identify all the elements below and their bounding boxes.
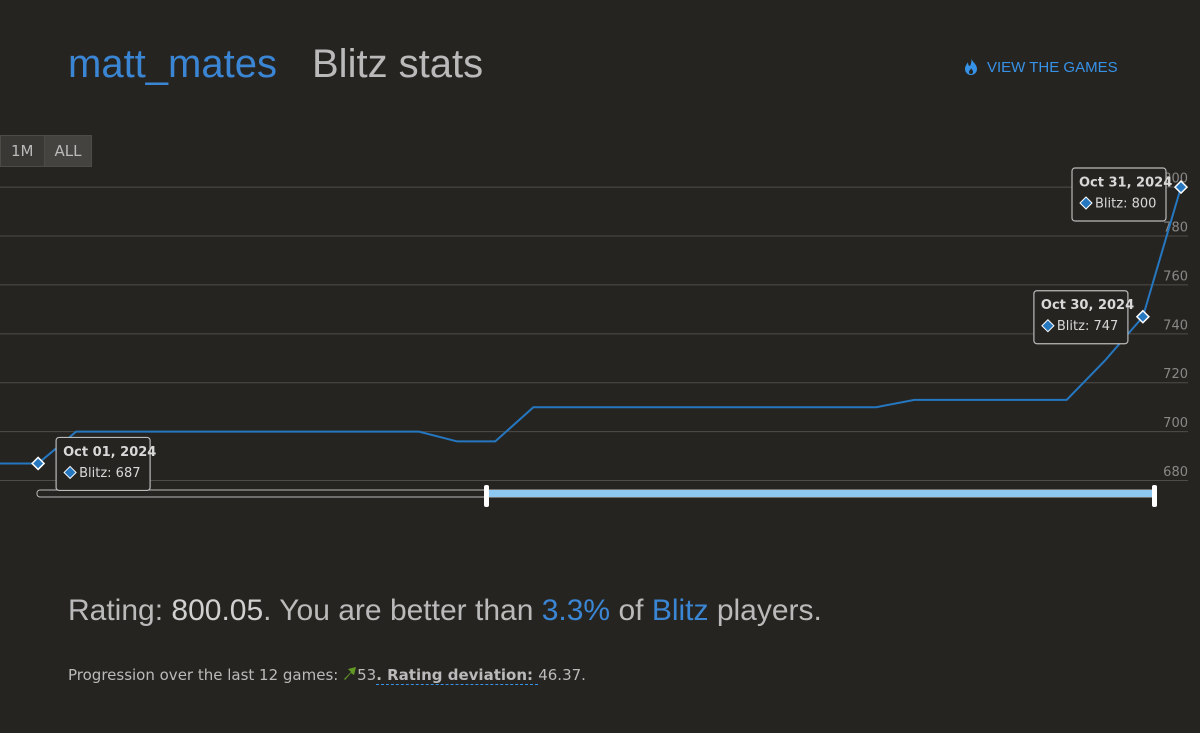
tooltip-box xyxy=(1071,167,1167,222)
page-title: Blitz stats xyxy=(312,42,484,86)
tooltip-value: Blitz: 800 xyxy=(1095,197,1156,212)
view-games-link[interactable]: VIEW THE GAMES xyxy=(963,58,1118,76)
progression-text: Progression over the last 12 games: xyxy=(68,666,344,684)
rating-text: Blitz xyxy=(651,594,709,627)
rating-line xyxy=(0,186,1182,465)
rating-text: . You are better than xyxy=(263,594,542,627)
y-tick-label: 720 xyxy=(1163,367,1188,382)
point-marker xyxy=(31,456,46,471)
tooltip-marker xyxy=(1041,319,1055,333)
progression-text: 53 xyxy=(357,666,377,684)
tooltip-date: Oct 30, 2024 xyxy=(1041,298,1134,313)
rating-summary: Rating: 800.05. You are better than 3.3%… xyxy=(68,594,822,628)
range-buttons: 1M ALL xyxy=(0,135,93,167)
progression-text: . xyxy=(581,666,586,684)
rating-text: 3.3% xyxy=(541,594,611,627)
y-tick-label: 700 xyxy=(1163,416,1188,431)
navigator-selection[interactable] xyxy=(487,490,1155,497)
point-marker xyxy=(1173,180,1189,195)
tooltip-value: Blitz: 747 xyxy=(1057,319,1118,334)
tooltip-box xyxy=(1033,290,1129,345)
progression-summary: Progression over the last 12 games: 53. … xyxy=(68,666,586,685)
tooltip: Oct 01, 2024 Blitz: 687 xyxy=(55,436,156,492)
navigator-handle[interactable] xyxy=(1152,485,1157,507)
tooltip-date: Oct 31, 2024 xyxy=(1079,176,1172,191)
up-arrow-icon xyxy=(343,666,357,684)
username[interactable]: matt_mates xyxy=(68,42,277,86)
tooltip: Oct 30, 2024 Blitz: 747 xyxy=(1033,290,1134,345)
tooltip-value: Blitz: 687 xyxy=(79,466,140,481)
progression-text: 46.37 xyxy=(538,666,582,684)
rating-text: of xyxy=(610,594,652,627)
tooltip-box xyxy=(55,436,151,492)
y-tick-label: 740 xyxy=(1163,318,1188,333)
point-marker xyxy=(1135,309,1150,324)
range-button[interactable]: ALL xyxy=(44,135,93,167)
tooltip-marker xyxy=(1079,196,1093,210)
tooltip: Oct 31, 2024 Blitz: 800 xyxy=(1071,167,1172,222)
rating-text: 800.05 xyxy=(171,594,264,627)
rating-text: players. xyxy=(708,594,822,627)
tooltip-marker xyxy=(63,465,77,480)
progression-text: . Rating deviation: xyxy=(376,666,539,685)
fire-icon xyxy=(965,58,977,75)
range-button[interactable]: 1M xyxy=(0,135,45,167)
rating-text: Rating: xyxy=(68,594,172,627)
link-text[interactable]: VIEW THE GAMES xyxy=(987,58,1118,76)
navigator-handle[interactable] xyxy=(484,485,489,507)
y-tick-label: 680 xyxy=(1163,465,1188,480)
tooltip-date: Oct 01, 2024 xyxy=(63,445,156,460)
y-tick-label: 760 xyxy=(1163,269,1188,284)
